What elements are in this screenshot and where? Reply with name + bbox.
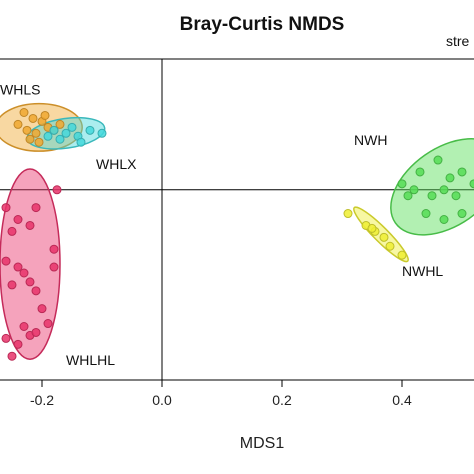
x-tick-label-0.4: 0.4 — [392, 392, 412, 408]
point-whls-9 — [25, 134, 35, 144]
group-label-whlhl: WHLHL — [66, 352, 115, 368]
point-whlhl-4 — [7, 226, 17, 236]
x-tick-label--0.2: -0.2 — [30, 392, 54, 408]
point-whls-6 — [13, 119, 23, 129]
group-label-nwhl: NWHL — [402, 263, 443, 279]
point-nwh-11 — [469, 179, 474, 189]
x-tick-label-0.2: 0.2 — [272, 392, 292, 408]
point-whlx-0 — [49, 125, 59, 135]
point-whlhl-13 — [37, 304, 47, 314]
point-nwhl-5 — [397, 250, 407, 260]
point-whlhl-0 — [1, 203, 11, 213]
point-nwh-5 — [445, 173, 455, 183]
group-label-whls: WHLS — [0, 82, 40, 98]
point-whlhl-11 — [31, 286, 41, 296]
point-whlx-6 — [67, 122, 77, 132]
x-tick-label-0.0: 0.0 — [152, 392, 172, 408]
point-whlx-8 — [43, 131, 53, 141]
point-whlhl-5 — [25, 220, 35, 230]
point-whlx-4 — [97, 128, 107, 138]
point-nwh-3 — [409, 185, 419, 195]
point-whls-11 — [34, 137, 44, 147]
point-nwh-6 — [457, 167, 467, 177]
point-whls-0 — [19, 108, 29, 117]
point-nwhl-0 — [343, 209, 353, 219]
point-nwh-1 — [415, 167, 425, 177]
point-whlx-1 — [61, 128, 71, 138]
group-label-whlx: WHLX — [96, 156, 137, 172]
point-whlhl-20 — [7, 351, 17, 361]
point-nwh-10 — [457, 209, 467, 219]
point-whlx-7 — [76, 137, 86, 147]
stress-label: stre — [446, 33, 470, 49]
point-whls-8 — [40, 110, 50, 120]
point-whls-10 — [55, 119, 65, 129]
point-whlx-3 — [85, 125, 95, 135]
chart-title: Bray-Curtis NMDS — [180, 14, 345, 35]
plot-area: WHLS WHLX WHLHL NWH NWHL -0.2 0.0 0.2 0.4 — [0, 58, 474, 408]
x-axis-label: MDS1 — [240, 435, 285, 452]
point-nwh-7 — [439, 185, 449, 195]
point-whlhl-7 — [13, 262, 23, 272]
point-whlhl-10 — [7, 280, 17, 290]
point-nwhl-4 — [385, 241, 395, 251]
point-whlx-5 — [55, 134, 65, 144]
point-nwh-2 — [397, 179, 407, 189]
point-nwhl-6 — [367, 223, 377, 233]
point-whlhl-6 — [1, 256, 11, 266]
point-whls-5 — [31, 128, 41, 138]
point-whlhl-19 — [43, 319, 53, 329]
point-nwhl-3 — [379, 232, 389, 242]
point-whls-4 — [22, 125, 32, 135]
point-whlhl-1 — [13, 215, 23, 224]
point-nwh-8 — [421, 209, 431, 219]
group-label-nwh: NWH — [354, 132, 387, 148]
point-nwh-4 — [427, 191, 437, 201]
point-whlhl-18 — [31, 327, 41, 337]
point-whlhl-12 — [49, 262, 59, 272]
point-nwh-9 — [439, 215, 449, 224]
point-whlhl-16 — [13, 339, 23, 349]
point-nwh-0 — [433, 155, 443, 165]
point-whls-1 — [28, 113, 38, 123]
point-whlhl-3 — [52, 185, 62, 195]
point-whlhl-9 — [25, 277, 35, 287]
point-whlhl-21 — [49, 244, 59, 254]
point-nwh-13 — [451, 191, 461, 201]
point-whlhl-8 — [19, 268, 29, 278]
point-nwh-12 — [403, 191, 413, 201]
point-whlhl-15 — [19, 322, 29, 331]
point-whlhl-2 — [31, 203, 41, 213]
point-whlhl-14 — [1, 333, 11, 343]
